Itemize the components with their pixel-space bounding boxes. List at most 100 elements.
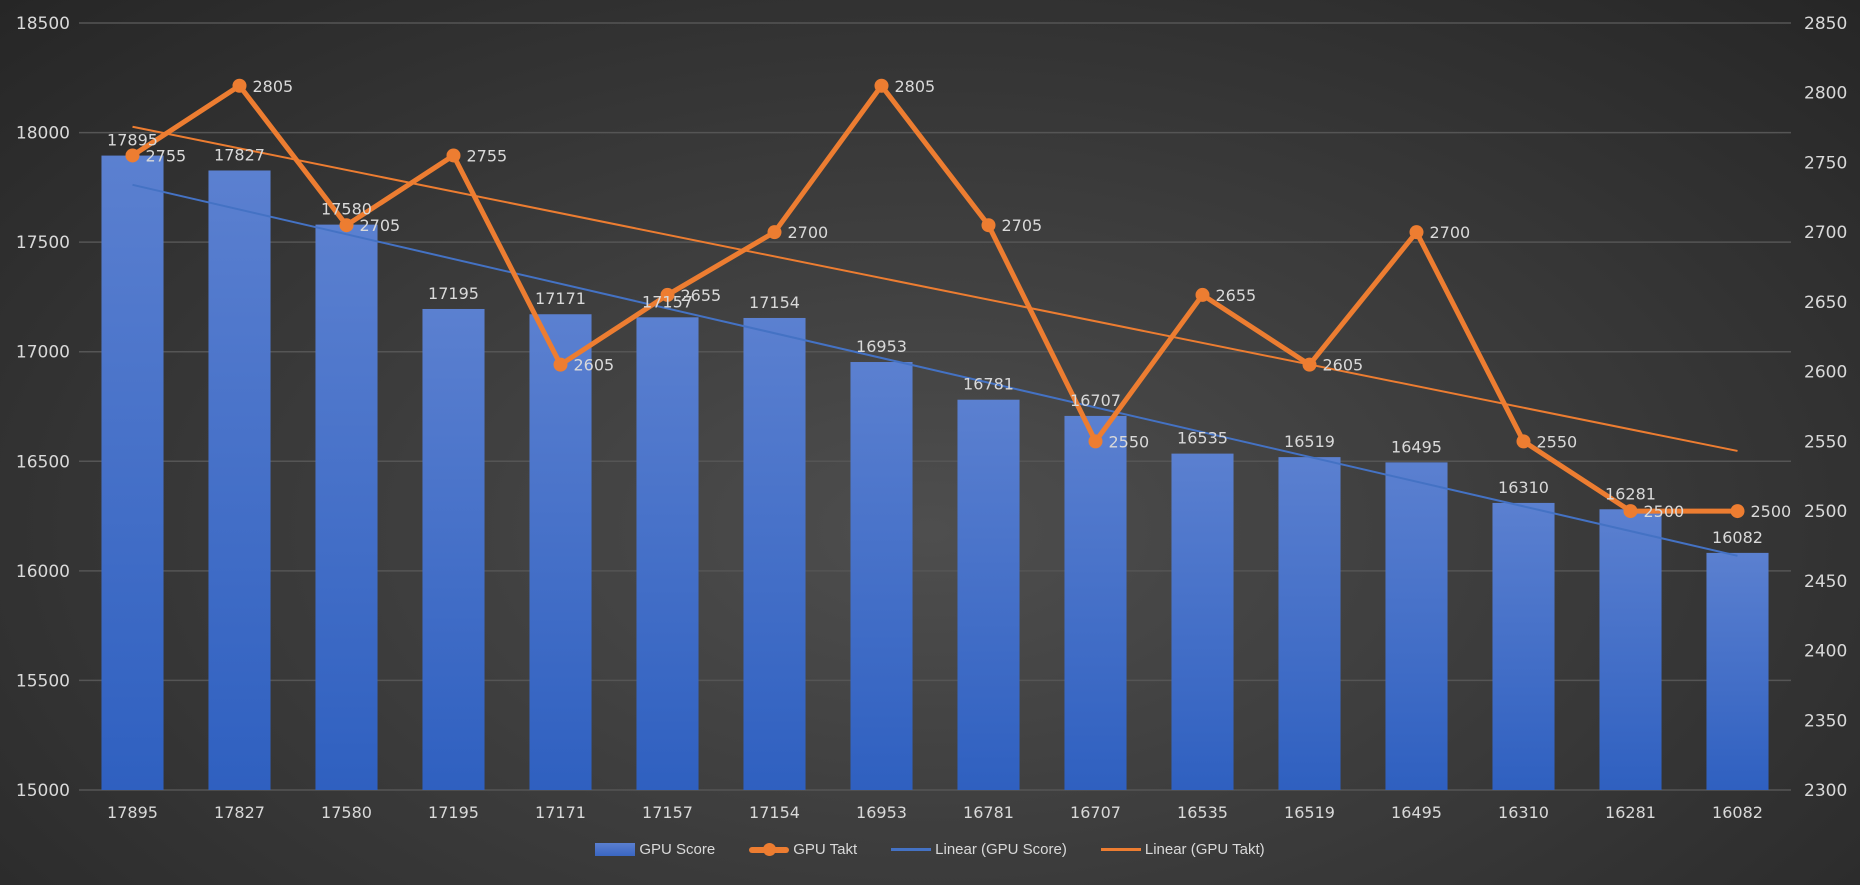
legend: GPU Score GPU Takt Linear (GPU Score) Li… — [0, 841, 1860, 858]
right-tick-label: 2650 — [1804, 293, 1847, 313]
line-data-label: 2705 — [1002, 216, 1043, 235]
legend-item-linear-score[interactable]: Linear (GPU Score) — [891, 841, 1067, 858]
legend-swatch — [891, 848, 932, 851]
bar-data-label: 17154 — [749, 293, 800, 312]
line-data-label: 2805 — [895, 77, 936, 96]
line-data-label: 2550 — [1537, 432, 1578, 451]
bar-data-label: 16781 — [963, 375, 1014, 394]
bar-data-label: 16953 — [856, 337, 907, 356]
gpu-takt-point — [874, 78, 889, 93]
bar — [850, 362, 913, 790]
left-tick-label: 17000 — [16, 343, 70, 363]
bar-data-label: 16281 — [1605, 484, 1656, 503]
right-tick-label: 2300 — [1804, 781, 1847, 801]
gpu-takt-point — [767, 225, 782, 240]
line-data-label: 2655 — [1216, 286, 1257, 305]
right-tick-label: 2400 — [1804, 642, 1847, 662]
data-labels: 17895 17827 17580 17195 17171 17157 17154 16953… — [107, 77, 1791, 547]
x-tick-label: 17157 — [642, 803, 693, 822]
line-data-label: 2605 — [1323, 356, 1364, 375]
left-tick-label: 16500 — [16, 452, 70, 472]
bar — [208, 170, 271, 790]
line-data-label: 2755 — [467, 146, 508, 165]
right-tick-label: 2600 — [1804, 363, 1847, 383]
x-tick-label: 16281 — [1605, 803, 1656, 822]
left-tick-label: 15500 — [16, 671, 70, 691]
gpu-takt-point — [339, 218, 354, 233]
bar — [957, 399, 1020, 790]
left-tick-label: 17500 — [16, 233, 70, 253]
gpu-takt-point — [1088, 434, 1103, 449]
bar — [1492, 502, 1555, 790]
bar-series — [101, 155, 1769, 790]
x-axis: 17895 17827 17580 17195 17171 17157 17154 16953… — [107, 803, 1763, 822]
bar — [101, 155, 164, 790]
bar-data-label: 17827 — [214, 145, 265, 164]
legend-label: GPU Score — [639, 841, 716, 858]
legend-item-gpu-takt[interactable]: GPU Takt — [749, 841, 857, 858]
bar-data-label: 17171 — [535, 289, 586, 308]
gpu-takt-point — [446, 148, 461, 163]
line-data-label: 2700 — [788, 223, 829, 242]
line-data-label: 2705 — [360, 216, 401, 235]
x-tick-label: 16519 — [1284, 803, 1335, 822]
bar-data-label: 17580 — [321, 200, 372, 219]
bar — [529, 314, 592, 790]
x-tick-label: 17580 — [321, 803, 372, 822]
gpu-takt-point — [1302, 357, 1317, 372]
bar — [1599, 509, 1662, 790]
line-data-label: 2500 — [1644, 502, 1685, 521]
bar-data-label: 16519 — [1284, 432, 1335, 451]
bar — [1385, 462, 1448, 790]
trendline-gpu-score — [132, 183, 1738, 557]
legend-item-linear-takt[interactable]: Linear (GPU Takt) — [1100, 841, 1265, 858]
right-tick-label: 2750 — [1804, 153, 1847, 173]
gpu-takt-point — [981, 218, 996, 233]
legend-swatch — [1100, 848, 1141, 851]
bar — [1706, 552, 1769, 790]
bar-data-label: 16535 — [1177, 429, 1228, 448]
bar — [422, 308, 485, 790]
gpu-takt-point — [1516, 434, 1531, 449]
trendlines — [132, 125, 1738, 557]
legend-label: GPU Takt — [793, 841, 858, 858]
gpu-takt-point — [1409, 225, 1424, 240]
right-tick-label: 2350 — [1804, 711, 1847, 731]
bar — [1171, 453, 1234, 790]
x-tick-label: 17171 — [535, 803, 586, 822]
legend-item-gpu-score[interactable]: GPU Score — [595, 841, 715, 858]
x-tick-label: 17895 — [107, 803, 158, 822]
right-tick-label: 2800 — [1804, 84, 1847, 104]
x-tick-label: 17154 — [749, 803, 800, 822]
x-tick-label: 16082 — [1712, 803, 1763, 822]
bar — [1278, 457, 1341, 790]
right-tick-label: 2500 — [1804, 502, 1847, 522]
x-tick-label: 16495 — [1391, 803, 1442, 822]
x-tick-label: 16953 — [856, 803, 907, 822]
gpu-takt-point — [232, 78, 247, 93]
x-tick-label: 16781 — [963, 803, 1014, 822]
legend-label: Linear (GPU Score) — [935, 841, 1067, 858]
line-data-label: 2700 — [1430, 223, 1471, 242]
bar-data-label: 16495 — [1391, 437, 1442, 456]
left-tick-label: 18500 — [16, 14, 70, 34]
bar-data-label: 16707 — [1070, 391, 1121, 410]
left-tick-label: 18000 — [16, 124, 70, 144]
gpu-takt-point — [660, 287, 675, 302]
bar-data-label: 17895 — [107, 131, 158, 150]
line-data-label: 2500 — [1751, 502, 1792, 521]
line-data-label: 2550 — [1109, 432, 1150, 451]
line-series — [125, 78, 1745, 519]
line-data-label: 2655 — [681, 286, 722, 305]
trendline-gpu-takt — [132, 125, 1738, 452]
gpu-takt-point — [1730, 504, 1745, 519]
bar — [1064, 415, 1127, 790]
right-tick-label: 2550 — [1804, 432, 1847, 452]
x-tick-label: 16310 — [1498, 803, 1549, 822]
gpu-takt-line — [131, 83, 1738, 514]
right-tick-label: 2700 — [1804, 223, 1847, 243]
right-axis: 2300 2350 2400 2450 2500 2550 2600 2650 2700 2750… — [1804, 14, 1847, 801]
right-tick-label: 2850 — [1804, 14, 1847, 34]
bar — [636, 317, 699, 790]
